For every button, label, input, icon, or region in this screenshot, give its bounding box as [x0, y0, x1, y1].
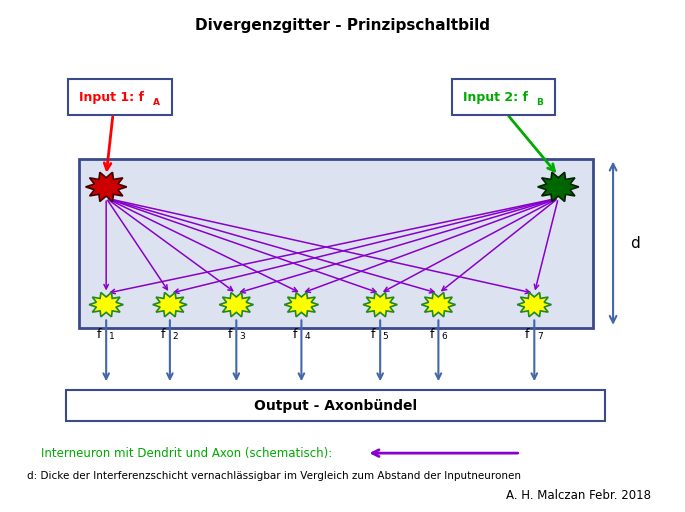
Polygon shape	[517, 292, 551, 317]
Polygon shape	[86, 172, 127, 202]
Polygon shape	[219, 292, 253, 317]
Text: Interneuron mit Dendrit und Axon (schematisch):: Interneuron mit Dendrit und Axon (schema…	[41, 446, 332, 460]
Text: 5: 5	[383, 332, 388, 342]
Text: A: A	[153, 98, 160, 107]
Text: f: f	[292, 328, 297, 340]
Text: A. H. Malczan Febr. 2018: A. H. Malczan Febr. 2018	[506, 489, 651, 502]
FancyBboxPatch shape	[452, 79, 555, 115]
Text: 4: 4	[304, 332, 310, 342]
Text: 3: 3	[239, 332, 245, 342]
Polygon shape	[284, 292, 319, 317]
Text: 2: 2	[173, 332, 178, 342]
Text: 7: 7	[537, 332, 543, 342]
Polygon shape	[363, 292, 397, 317]
Text: d: d	[630, 236, 640, 251]
Polygon shape	[89, 292, 123, 317]
Text: 1: 1	[109, 332, 114, 342]
Polygon shape	[153, 292, 187, 317]
Text: Input 1: f: Input 1: f	[79, 91, 144, 104]
Text: Divergenzgitter - Prinzipschaltbild: Divergenzgitter - Prinzipschaltbild	[195, 18, 490, 33]
Text: Output - Axonbündel: Output - Axonbündel	[254, 398, 417, 413]
Text: f: f	[371, 328, 375, 340]
Text: f: f	[161, 328, 165, 340]
FancyBboxPatch shape	[66, 390, 605, 421]
Text: f: f	[525, 328, 530, 340]
Text: d: Dicke der Interferenzschicht vernachlässigbar im Vergleich zum Abstand der In: d: Dicke der Interferenzschicht vernachl…	[27, 471, 521, 481]
FancyBboxPatch shape	[79, 159, 593, 328]
Text: Input 2: f: Input 2: f	[463, 91, 527, 104]
Text: 6: 6	[441, 332, 447, 342]
Polygon shape	[421, 292, 456, 317]
Text: B: B	[536, 98, 543, 107]
FancyBboxPatch shape	[68, 79, 171, 115]
Text: f: f	[227, 328, 232, 340]
Polygon shape	[538, 172, 579, 202]
Text: f: f	[97, 328, 101, 340]
Text: f: f	[429, 328, 434, 340]
